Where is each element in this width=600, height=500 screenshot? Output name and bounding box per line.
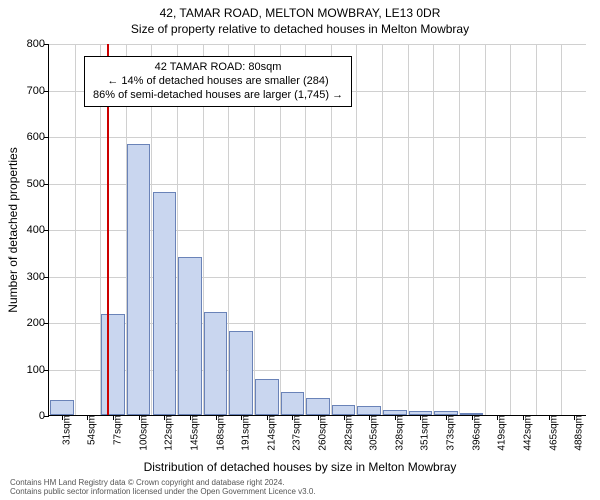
xtick-label: 442sqm (520, 415, 533, 451)
ytick-label: 600 (27, 131, 49, 143)
annotation-line-3: 86% of semi-detached houses are larger (… (93, 89, 343, 103)
copyright-footer: Contains HM Land Registry data © Crown c… (10, 478, 316, 496)
histogram-bar (357, 406, 381, 415)
xtick-label: 145sqm (187, 415, 200, 451)
xtick-label: 282sqm (341, 415, 354, 451)
ytick-label: 700 (27, 85, 49, 97)
histogram-bar (281, 392, 305, 415)
grid-line-v (356, 44, 357, 415)
histogram-bar (101, 314, 125, 415)
ytick-label: 400 (27, 224, 49, 236)
xtick-label: 396sqm (469, 415, 482, 451)
chart-title-sub: Size of property relative to detached ho… (0, 20, 600, 36)
marker-annotation-box: 42 TAMAR ROAD: 80sqm ← 14% of detached h… (84, 56, 352, 107)
ytick-label: 500 (27, 178, 49, 190)
grid-line-v (510, 44, 511, 415)
xtick-label: 488sqm (572, 415, 585, 451)
ytick-label: 0 (39, 410, 49, 422)
xtick-label: 260sqm (316, 415, 329, 451)
grid-line-v (459, 44, 460, 415)
xtick-label: 237sqm (290, 415, 303, 451)
xtick-label: 328sqm (392, 415, 405, 451)
ytick-label: 800 (27, 38, 49, 50)
xtick-label: 465sqm (546, 415, 559, 451)
xtick-label: 54sqm (85, 415, 98, 445)
xtick-label: 31sqm (59, 415, 72, 445)
ytick-label: 100 (27, 364, 49, 376)
grid-line-v (408, 44, 409, 415)
footer-line-2: Contains public sector information licen… (10, 487, 316, 496)
histogram-bar (255, 379, 279, 415)
histogram-bar (50, 400, 74, 415)
grid-line-v (75, 44, 76, 415)
xtick-label: 168sqm (213, 415, 226, 451)
annotation-line-2: ← 14% of detached houses are smaller (28… (93, 75, 343, 89)
histogram-bar (332, 405, 356, 415)
histogram-bar (153, 192, 177, 415)
footer-line-1: Contains HM Land Registry data © Crown c… (10, 478, 316, 487)
chart-title-main: 42, TAMAR ROAD, MELTON MOWBRAY, LE13 0DR (0, 0, 600, 20)
grid-line-h (49, 137, 586, 138)
ytick-label: 200 (27, 317, 49, 329)
grid-line-v (433, 44, 434, 415)
xtick-label: 373sqm (444, 415, 457, 451)
histogram-bar (229, 331, 253, 415)
grid-line-v (485, 44, 486, 415)
histogram-bar (204, 312, 228, 415)
xtick-label: 77sqm (111, 415, 124, 445)
y-axis-label: Number of detached properties (6, 147, 20, 312)
grid-line-v (536, 44, 537, 415)
grid-line-v (561, 44, 562, 415)
xtick-label: 191sqm (239, 415, 252, 451)
xtick-label: 305sqm (367, 415, 380, 451)
grid-line-h (49, 44, 586, 45)
xtick-label: 100sqm (136, 415, 149, 451)
xtick-label: 214sqm (264, 415, 277, 451)
xtick-label: 419sqm (495, 415, 508, 451)
ytick-label: 300 (27, 271, 49, 283)
histogram-bar (178, 257, 202, 415)
x-axis-label: Distribution of detached houses by size … (0, 460, 600, 474)
histogram-bar (306, 398, 330, 415)
xtick-label: 122sqm (162, 415, 175, 451)
histogram-bar (127, 144, 151, 415)
grid-line-v (382, 44, 383, 415)
xtick-label: 351sqm (418, 415, 431, 451)
annotation-line-1: 42 TAMAR ROAD: 80sqm (93, 61, 343, 75)
